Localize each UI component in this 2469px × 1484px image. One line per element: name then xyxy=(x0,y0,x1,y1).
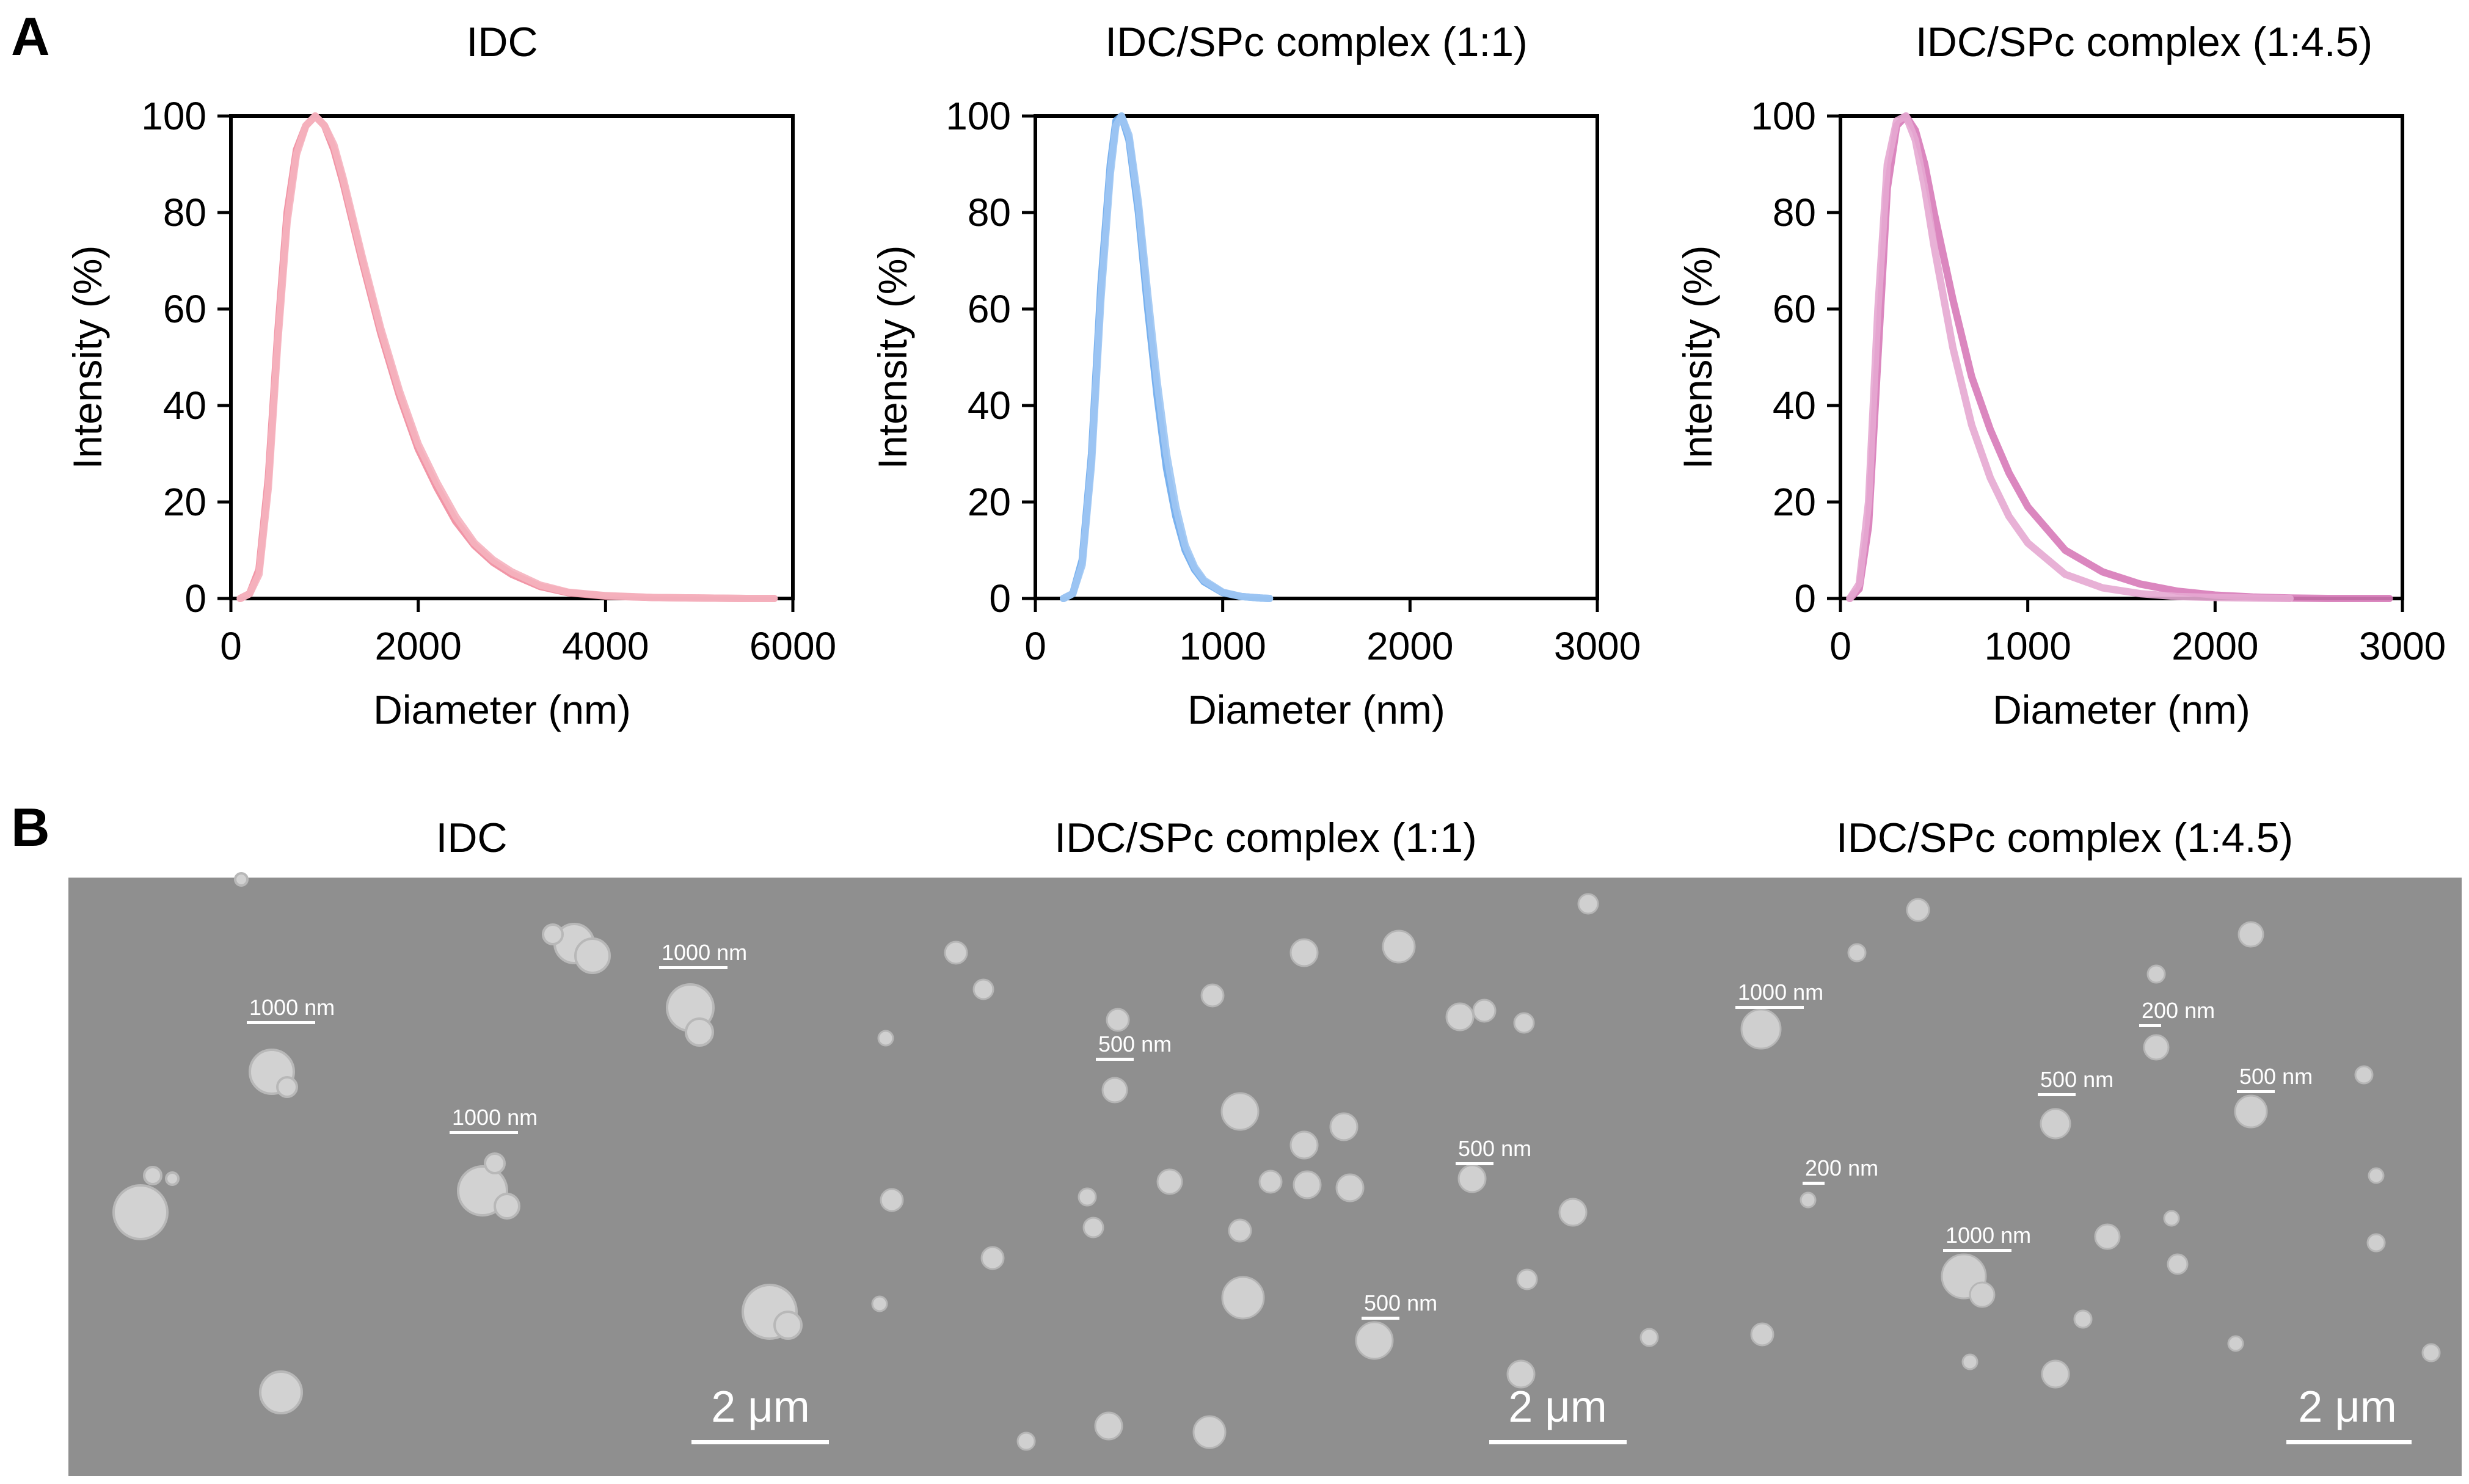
x-tick-label: 1000 xyxy=(1984,624,2071,668)
sem-size-label: 1000 nm xyxy=(662,940,747,965)
chart-idc: IDC 0 20 40 60 80 100 0 2000 4000 6000 Diameter (… xyxy=(65,19,836,732)
scale-bar-label: 2 μm xyxy=(711,1383,810,1431)
scale-bar-label: 2 μm xyxy=(1508,1383,1607,1431)
y-tick-label: 100 xyxy=(946,94,1011,138)
y-tick-label: 60 xyxy=(163,287,206,331)
y-tick-label: 40 xyxy=(163,384,206,427)
sem-size-label: 200 nm xyxy=(2142,998,2215,1023)
x-tick-label: 0 xyxy=(1024,624,1046,668)
series-line-2 xyxy=(1846,112,2294,602)
sem-size-label: 200 nm xyxy=(1805,1155,1878,1180)
y-tick-label: 20 xyxy=(163,480,206,524)
sem-size-label: 1000 nm xyxy=(249,995,335,1020)
y-tick-label: 40 xyxy=(968,384,1011,427)
chart-title: IDC/SPc complex (1:1) xyxy=(1105,19,1528,65)
scale-bar-label: 2 μm xyxy=(2298,1383,2397,1431)
x-tick-label: 6000 xyxy=(749,624,836,668)
sem-size-bar xyxy=(450,1131,518,1134)
sem-size-label: 1000 nm xyxy=(1738,980,1823,1005)
panel-label-b: B xyxy=(11,797,50,857)
y-tick-label: 80 xyxy=(163,191,206,235)
scale-bar xyxy=(1489,1440,1627,1444)
sem-title-1-4-5: IDC/SPc complex (1:4.5) xyxy=(1836,815,2293,861)
chart-title: IDC/SPc complex (1:4.5) xyxy=(1916,19,2372,65)
sem-title-1-1: IDC/SPc complex (1:1) xyxy=(1054,815,1477,861)
sem-size-bar xyxy=(659,966,728,969)
y-tick-label: 100 xyxy=(141,94,206,138)
sem-size-bar xyxy=(2139,1024,2161,1027)
y-tick-label: 0 xyxy=(184,577,206,620)
series-line-2 xyxy=(236,112,778,602)
sem-size-label: 500 nm xyxy=(1098,1031,1172,1057)
x-tick-label: 2000 xyxy=(374,624,461,668)
chart-title: IDC xyxy=(466,19,538,65)
y-tick-label: 0 xyxy=(1794,577,1816,620)
x-tick-label: 0 xyxy=(1829,624,1851,668)
sem-size-bar xyxy=(1456,1162,1493,1165)
sem-size-bar xyxy=(1735,1006,1804,1009)
y-tick-label: 0 xyxy=(989,577,1011,620)
sem-image-1-4-5: 1000 nm 200 nm 500 nm 500 nm 200 nm 1000 nm 2… xyxy=(1664,878,2462,1476)
y-tick-label: 60 xyxy=(1773,287,1816,331)
sem-size-bar xyxy=(2237,1090,2275,1093)
x-axis-label: Diameter (nm) xyxy=(1187,687,1445,732)
y-axis-label: Intensity (%) xyxy=(870,246,915,470)
x-axis-label: Diameter (nm) xyxy=(1993,687,2250,732)
sem-size-label: 1000 nm xyxy=(452,1105,538,1130)
x-tick-label: 1000 xyxy=(1179,624,1266,668)
x-axis-label: Diameter (nm) xyxy=(373,687,631,732)
sem-size-label: 500 nm xyxy=(2040,1067,2113,1092)
panel-label-a: A xyxy=(11,6,50,67)
scale-bar xyxy=(691,1440,829,1444)
sem-size-label: 500 nm xyxy=(1364,1290,1437,1315)
sem-size-label: 500 nm xyxy=(1458,1136,1531,1161)
sem-size-bar xyxy=(2038,1093,2076,1096)
y-tick-label: 80 xyxy=(1773,191,1816,235)
sem-title-idc: IDC xyxy=(436,815,507,861)
series-line-1 xyxy=(1846,112,2393,602)
plot-frame xyxy=(1839,114,2404,600)
y-axis-label: Intensity (%) xyxy=(1675,246,1720,470)
x-tick-label: 4000 xyxy=(562,624,649,668)
y-tick-label: 100 xyxy=(1751,94,1816,138)
series-line-1 xyxy=(236,112,778,602)
sem-image-idc: 1000 nm 1000 nm 1000 nm 2 μm xyxy=(68,872,866,1476)
y-tick-label: 20 xyxy=(968,480,1011,524)
sem-size-bar xyxy=(1096,1058,1134,1061)
sem-size-label: 1000 nm xyxy=(1946,1223,2031,1248)
series-line-2 xyxy=(1060,112,1274,602)
x-tick-label: 3000 xyxy=(1554,624,1641,668)
x-tick-label: 3000 xyxy=(2359,624,2446,668)
y-axis-label: Intensity (%) xyxy=(65,246,110,470)
sem-image-1-1: 500 nm 500 nm 500 nm 2 μm xyxy=(866,878,1664,1476)
y-tick-label: 80 xyxy=(968,191,1011,235)
sem-size-bar xyxy=(1362,1317,1399,1320)
plot-frame xyxy=(229,114,795,600)
y-tick-label: 40 xyxy=(1773,384,1816,427)
x-tick-label: 2000 xyxy=(2172,624,2258,668)
y-tick-label: 20 xyxy=(1773,480,1816,524)
y-tick-label: 60 xyxy=(968,287,1011,331)
x-tick-label: 0 xyxy=(220,624,242,668)
sem-size-bar xyxy=(1803,1182,1825,1185)
plot-frame xyxy=(1034,114,1599,600)
scale-bar xyxy=(2286,1440,2412,1444)
x-tick-label: 2000 xyxy=(1366,624,1453,668)
sem-size-bar xyxy=(1943,1249,2011,1252)
sem-size-bar xyxy=(247,1021,315,1024)
sem-size-label: 500 nm xyxy=(2239,1064,2313,1089)
